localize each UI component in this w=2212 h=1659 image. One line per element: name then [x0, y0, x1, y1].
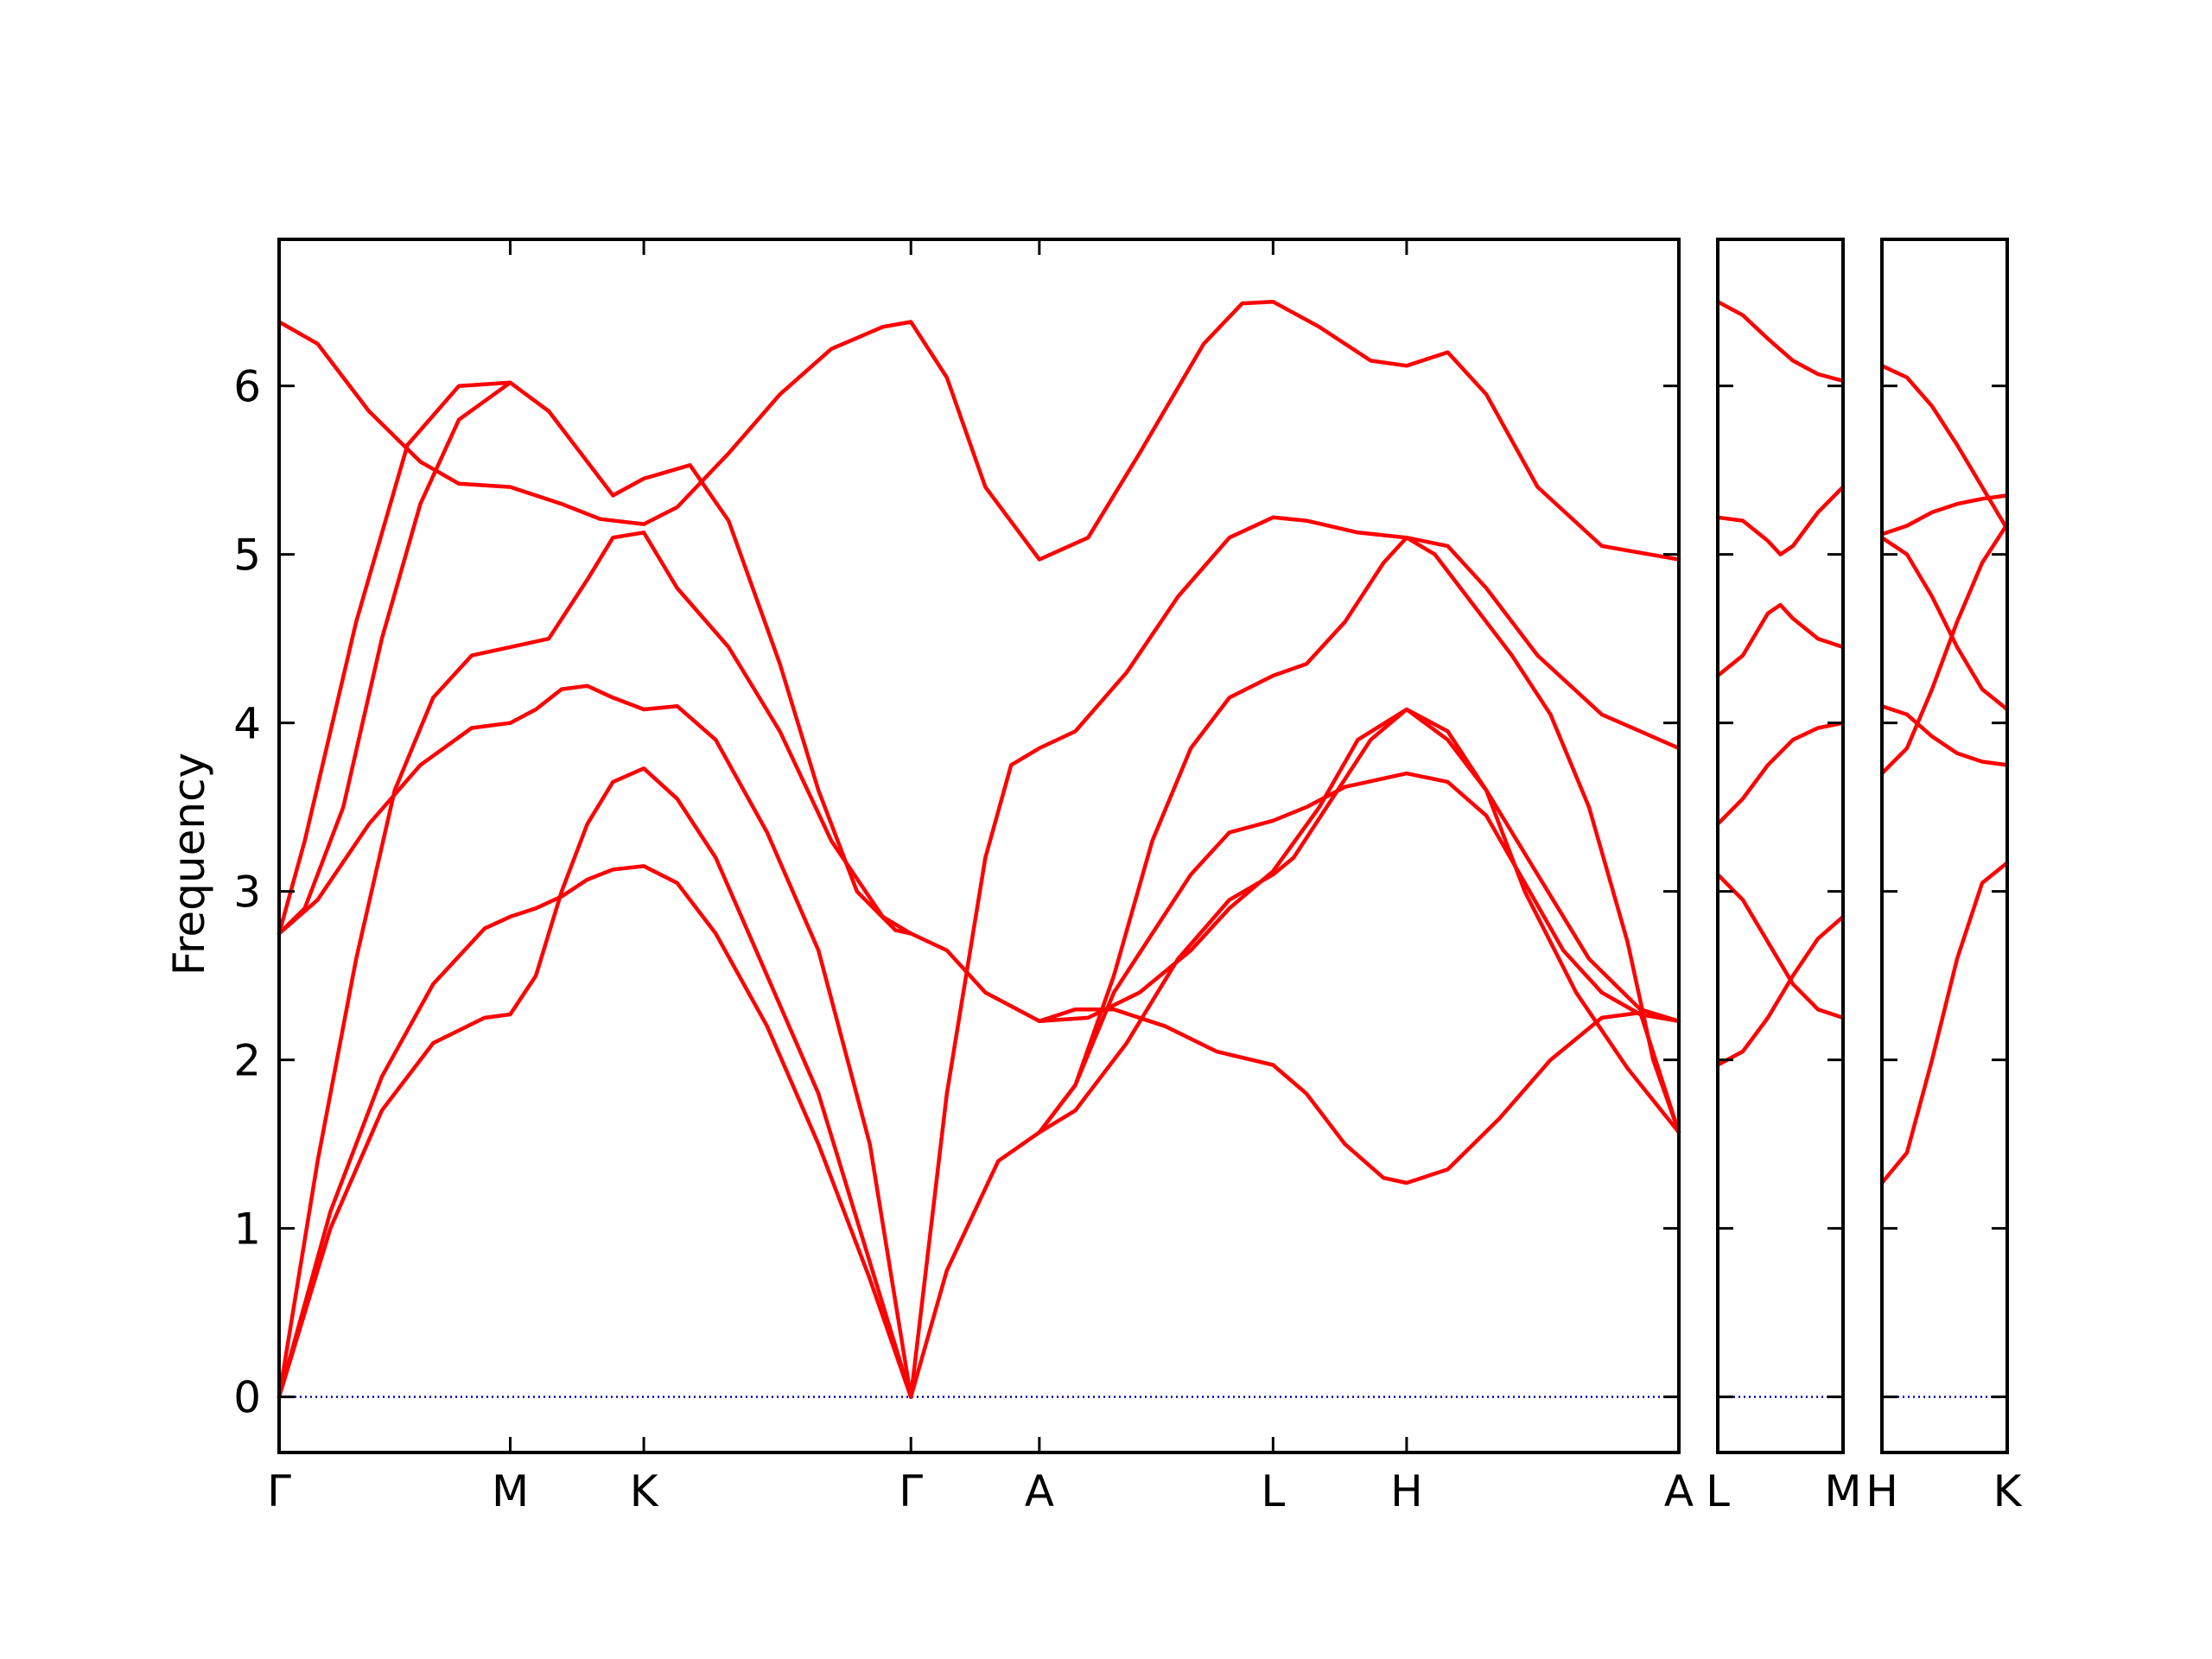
x-tick-label: Γ	[267, 1466, 291, 1516]
y-tick-label: 2	[233, 1036, 261, 1086]
x-tick-label: M	[492, 1466, 529, 1516]
phonon-band-2	[1715, 485, 1846, 556]
y-tick-label: 5	[233, 531, 261, 581]
phonon-band-4	[1879, 703, 2010, 767]
phonon-band-1	[1715, 299, 1846, 384]
x-tick-label: A	[1025, 1466, 1054, 1516]
phonon-band-2	[276, 380, 1681, 1024]
phonon-band-12	[1037, 771, 1681, 1135]
y-axis-label: Frequency	[164, 753, 214, 976]
y-tick-label: 1	[233, 1205, 261, 1255]
phonon-band-1	[276, 299, 1681, 562]
phonon-band-5	[276, 864, 913, 1399]
phonon-band-1	[1879, 364, 2010, 531]
x-tick-label: L	[1706, 1466, 1730, 1516]
x-tick-label: L	[1261, 1466, 1285, 1516]
phonon-band-6	[1715, 914, 1846, 1067]
x-tick-label: M	[1824, 1466, 1861, 1516]
x-tick-label: Γ	[899, 1466, 923, 1516]
phonon-band-3	[1879, 535, 2010, 712]
phonon-band-7	[276, 380, 512, 936]
panel-frame	[1880, 238, 2009, 1454]
phonon-band-2	[1879, 493, 2010, 537]
phonon-band-6	[1879, 861, 2010, 1185]
phonon-band-5	[1879, 522, 2010, 776]
x-tick-label: H	[1390, 1466, 1423, 1516]
x-tick-label: A	[1664, 1466, 1694, 1516]
phonon-band-10	[1037, 707, 1681, 1135]
phonon-band-4	[276, 766, 913, 1399]
y-tick-label: 6	[233, 362, 261, 412]
panel-frame	[1716, 238, 1845, 1454]
phonon-band-6	[276, 531, 913, 1399]
y-tick-label: 0	[233, 1373, 261, 1423]
x-tick-label: H	[1866, 1466, 1898, 1516]
phonon-band-5	[1715, 872, 1846, 1020]
phonon-band-4	[1715, 721, 1846, 826]
phonon-band-11	[1037, 1007, 1681, 1185]
x-tick-label: K	[630, 1466, 659, 1516]
phonon-band-8	[908, 515, 1681, 1399]
y-tick-label: 4	[233, 699, 261, 749]
phonon-band-3	[276, 683, 913, 1399]
y-tick-labels: 0 1 2 3 4 5 6	[233, 362, 261, 1423]
x-tick-label: K	[1993, 1466, 2023, 1516]
phonon-band-3	[1715, 602, 1846, 678]
panel-frame	[277, 238, 1681, 1454]
y-tick-label: 3	[233, 868, 261, 918]
